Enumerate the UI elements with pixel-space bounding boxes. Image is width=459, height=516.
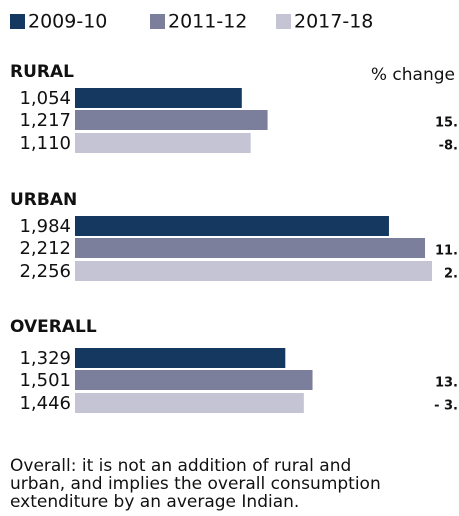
value-label: 2,212 xyxy=(19,238,71,259)
legend-swatch xyxy=(10,14,25,29)
change-label: 13. xyxy=(435,376,458,391)
footnote: urban, and implies the overall consumpti… xyxy=(10,474,381,494)
value-label: 1,054 xyxy=(19,88,71,109)
value-label: 1,984 xyxy=(19,216,71,237)
bar xyxy=(75,216,389,236)
change-header: % change xyxy=(371,65,455,85)
bar xyxy=(75,261,432,281)
legend-label: 2011-12 xyxy=(168,11,247,33)
change-label: 11. xyxy=(435,244,458,259)
bar xyxy=(75,133,251,153)
change-label: -8. xyxy=(439,139,458,154)
legend-label: 2009-10 xyxy=(28,11,107,33)
category-label: RURAL xyxy=(10,62,74,82)
change-label: 15. xyxy=(435,116,458,131)
bar xyxy=(75,370,313,390)
bar xyxy=(75,238,426,258)
change-label: - 3. xyxy=(434,399,458,414)
legend-swatch xyxy=(276,14,291,29)
category-label: URBAN xyxy=(10,190,77,210)
value-label: 1,217 xyxy=(19,110,71,131)
bar xyxy=(75,88,242,108)
footnote: extenditure by an average Indian. xyxy=(10,492,299,512)
value-label: 1,329 xyxy=(19,348,71,369)
change-label: 2. xyxy=(444,267,458,282)
value-label: 2,256 xyxy=(19,261,71,282)
bar xyxy=(75,393,304,413)
legend-swatch xyxy=(150,14,165,29)
footnote: Overall: it is not an addition of rural … xyxy=(10,456,351,476)
bar xyxy=(75,348,286,368)
value-label: 1,501 xyxy=(19,370,71,391)
value-label: 1,110 xyxy=(19,133,71,154)
category-label: OVERALL xyxy=(10,317,97,337)
legend-label: 2017-18 xyxy=(294,11,373,33)
bar xyxy=(75,110,268,130)
value-label: 1,446 xyxy=(19,393,71,414)
